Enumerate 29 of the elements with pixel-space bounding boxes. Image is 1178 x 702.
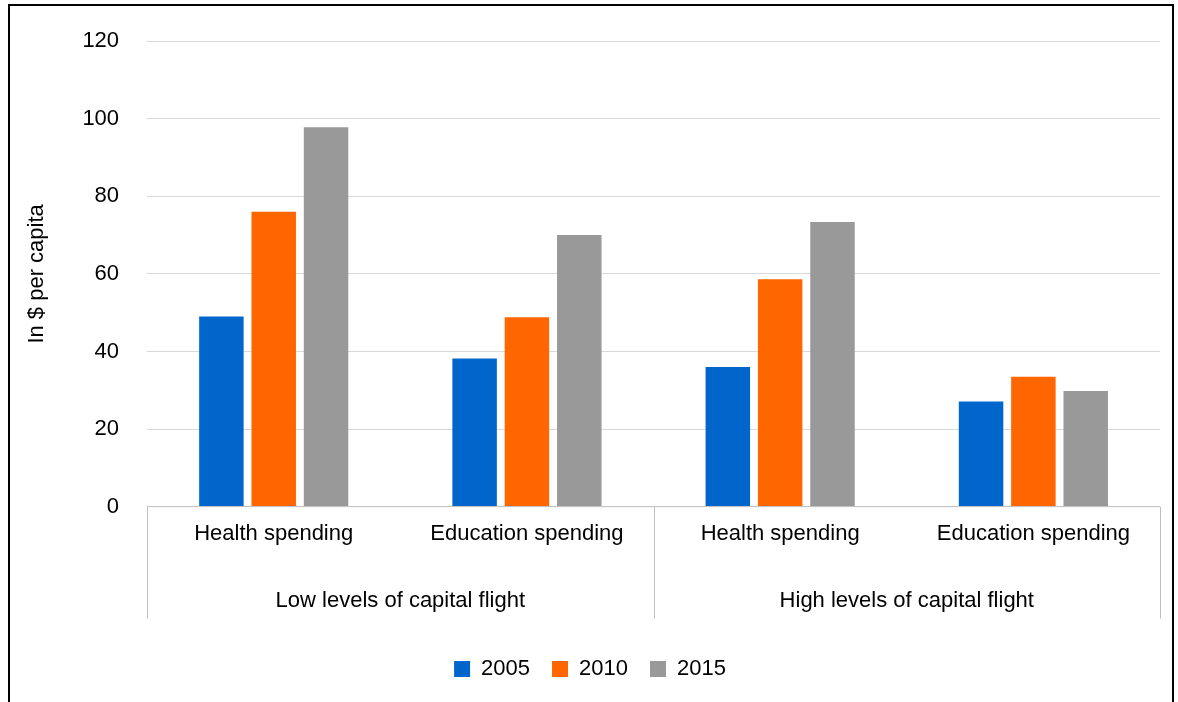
bar [810, 221, 855, 507]
x-tick-label: Education spending [936, 519, 1131, 545]
bar [1011, 376, 1056, 507]
bar [504, 317, 550, 507]
bar [705, 366, 751, 507]
y-tick-label: 120 [82, 27, 120, 53]
bar [1063, 391, 1108, 507]
bar [757, 279, 803, 507]
bar [958, 401, 1004, 507]
y-tick-label: 40 [94, 337, 120, 363]
legend-label: 2010 [579, 655, 628, 681]
bar [303, 127, 349, 507]
bar [199, 316, 244, 507]
y-tick-label: 60 [94, 259, 120, 285]
y-tick-label: 100 [82, 104, 120, 130]
x-tick-label: Education spending [430, 519, 624, 545]
legend-label: 2005 [481, 655, 531, 681]
bar [251, 211, 296, 507]
y-axis-title: In $ per capita [23, 203, 49, 344]
bar [557, 235, 602, 507]
y-tick-label: 80 [94, 182, 120, 208]
bar [452, 358, 497, 507]
text: Low levels of capital flight [275, 586, 526, 612]
y-tick-label: 20 [94, 415, 120, 441]
y-tick-label: 0 [106, 492, 120, 518]
text: High levels of capital flight [779, 586, 1034, 612]
x-tick-label: Health spending [194, 519, 354, 545]
legend-label: 2015 [676, 655, 726, 681]
x-tick-label: Health spending [700, 519, 860, 545]
